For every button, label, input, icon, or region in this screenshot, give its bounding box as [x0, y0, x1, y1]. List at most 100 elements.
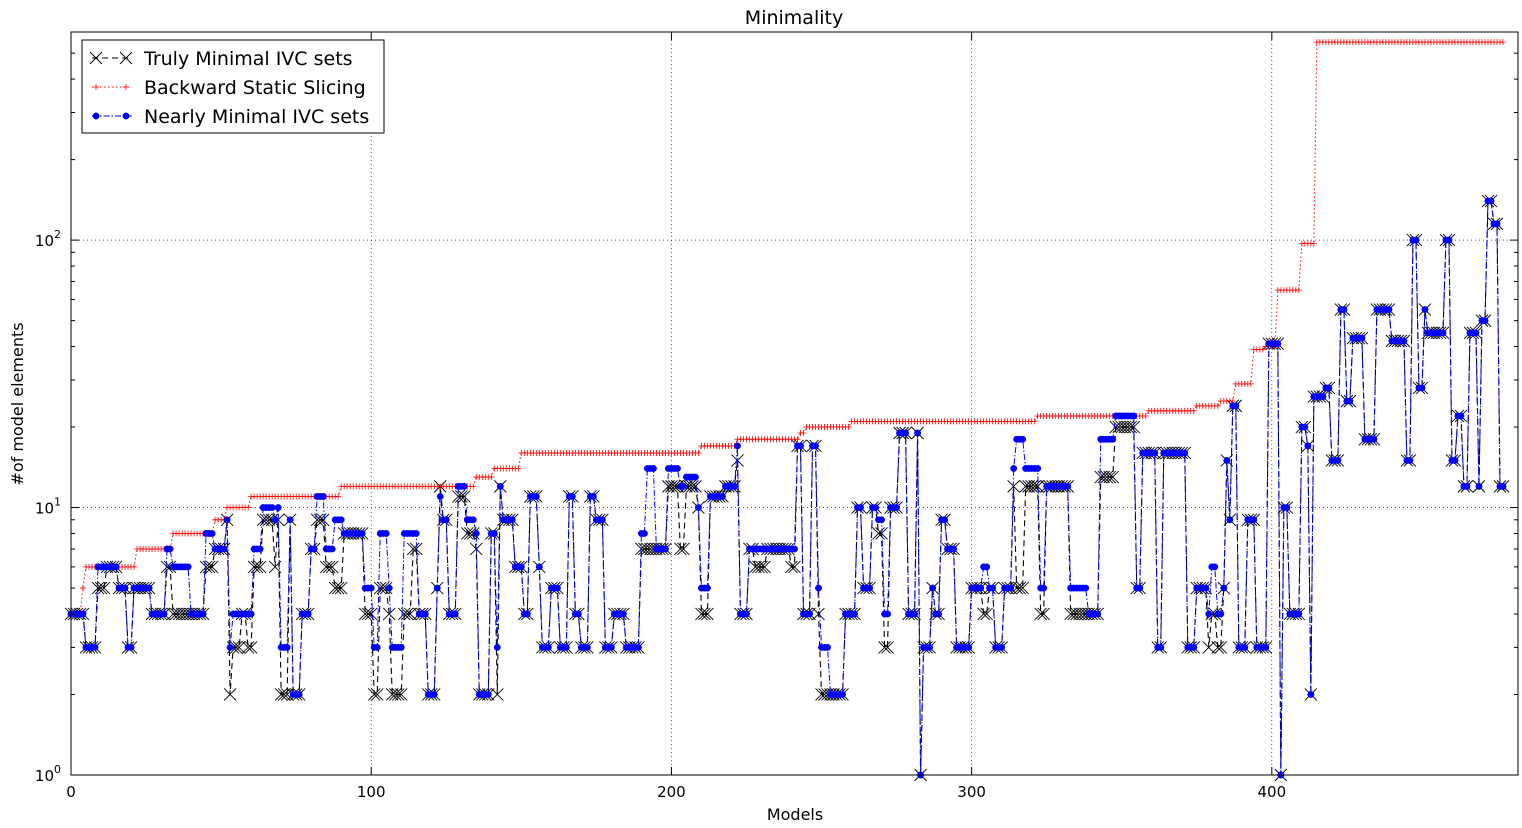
- data-point: [644, 542, 657, 556]
- data-point: [1259, 346, 1266, 353]
- data-point: [574, 610, 582, 618]
- data-point: [496, 482, 504, 490]
- data-point: [1370, 435, 1378, 443]
- data-point: [361, 607, 375, 621]
- data-point: [1094, 610, 1102, 618]
- data-point: [983, 563, 991, 571]
- data-point: [376, 581, 390, 595]
- data-point: [1151, 449, 1159, 457]
- data-point: [403, 607, 417, 621]
- data-point: [460, 527, 474, 540]
- data-point: [977, 607, 990, 621]
- data-point: [695, 449, 702, 456]
- data-point: [568, 493, 576, 500]
- series-nearly-minimal-ivc-sets: [67, 197, 1507, 779]
- data-point: [245, 504, 252, 511]
- data-point: [1445, 236, 1453, 244]
- data-point: [223, 516, 231, 524]
- data-point: [544, 643, 552, 651]
- data-point: [229, 641, 243, 654]
- data-point: [749, 560, 762, 574]
- data-point: [382, 607, 396, 621]
- data-point: [1493, 220, 1501, 228]
- data-point: [788, 560, 801, 574]
- data-point: [409, 542, 423, 556]
- legend-marker: [119, 51, 133, 65]
- data-point: [367, 584, 375, 592]
- data-point: [523, 610, 531, 618]
- data-point: [244, 641, 258, 654]
- data-point: [310, 513, 324, 527]
- data-point: [226, 643, 234, 651]
- data-point: [1010, 465, 1018, 472]
- legend-entry: Nearly Minimal IVC sets: [92, 106, 369, 128]
- data-point: [262, 513, 276, 527]
- data-point: [755, 560, 768, 574]
- data-point: [208, 530, 216, 537]
- data-point: [1319, 393, 1327, 401]
- data-point: [433, 584, 441, 592]
- data-point: [397, 643, 405, 651]
- plot-frame: [70, 31, 1519, 776]
- data-point: [436, 493, 444, 500]
- data-point: [286, 516, 294, 524]
- data-point: [1250, 516, 1258, 524]
- data-point: [370, 688, 384, 701]
- series-line: [71, 200, 1503, 776]
- data-point: [1109, 435, 1117, 443]
- legend-marker: [123, 84, 129, 90]
- data-point: [977, 584, 985, 592]
- data-point: [508, 516, 516, 524]
- data-point: [935, 610, 943, 618]
- data-point: [364, 607, 378, 621]
- data-point: [734, 442, 741, 450]
- data-point: [1499, 39, 1506, 46]
- data-point: [1475, 482, 1483, 490]
- data-point: [391, 688, 405, 701]
- data-point: [980, 607, 993, 621]
- data-point: [334, 581, 348, 595]
- legend-label: Backward Static Slicing: [144, 77, 366, 99]
- data-point: [902, 429, 910, 437]
- data-point: [1358, 334, 1366, 342]
- data-point: [683, 480, 696, 493]
- data-point: [758, 560, 771, 574]
- data-point: [1142, 412, 1149, 419]
- legend-marker: [122, 112, 130, 120]
- data-point: [493, 643, 501, 651]
- data-point: [1202, 641, 1216, 654]
- data-point: [1031, 480, 1044, 493]
- data-point: [1214, 402, 1221, 409]
- data-point: [1136, 584, 1144, 592]
- legend-entry: Truly Minimal IVC sets: [89, 48, 353, 70]
- data-point: [442, 516, 450, 524]
- data-point: [673, 465, 681, 472]
- data-point: [866, 584, 874, 592]
- data-point: [1340, 306, 1348, 314]
- x-tick-label: 0: [66, 783, 76, 801]
- data-point: [1031, 418, 1038, 425]
- data-point: [1067, 607, 1081, 621]
- data-point: [1034, 465, 1042, 472]
- data-point: [677, 542, 690, 556]
- data-point: [679, 482, 687, 490]
- data-point: [91, 643, 99, 651]
- legend-label: Truly Minimal IVC sets: [143, 48, 353, 70]
- data-point: [385, 584, 393, 592]
- data-point: [121, 584, 129, 592]
- data-point: [178, 607, 192, 621]
- data-point: [797, 442, 804, 450]
- data-point: [1247, 380, 1254, 387]
- data-point: [1010, 581, 1023, 595]
- data-point: [1418, 384, 1426, 392]
- data-point: [274, 688, 288, 701]
- data-point: [205, 560, 219, 574]
- data-point: [698, 607, 711, 621]
- data-point: [884, 610, 892, 618]
- legend-box: [81, 39, 385, 134]
- data-point: [1202, 584, 1210, 592]
- data-point: [695, 607, 708, 621]
- data-point: [488, 474, 495, 481]
- data-point: [1181, 449, 1189, 457]
- data-point: [1301, 423, 1309, 431]
